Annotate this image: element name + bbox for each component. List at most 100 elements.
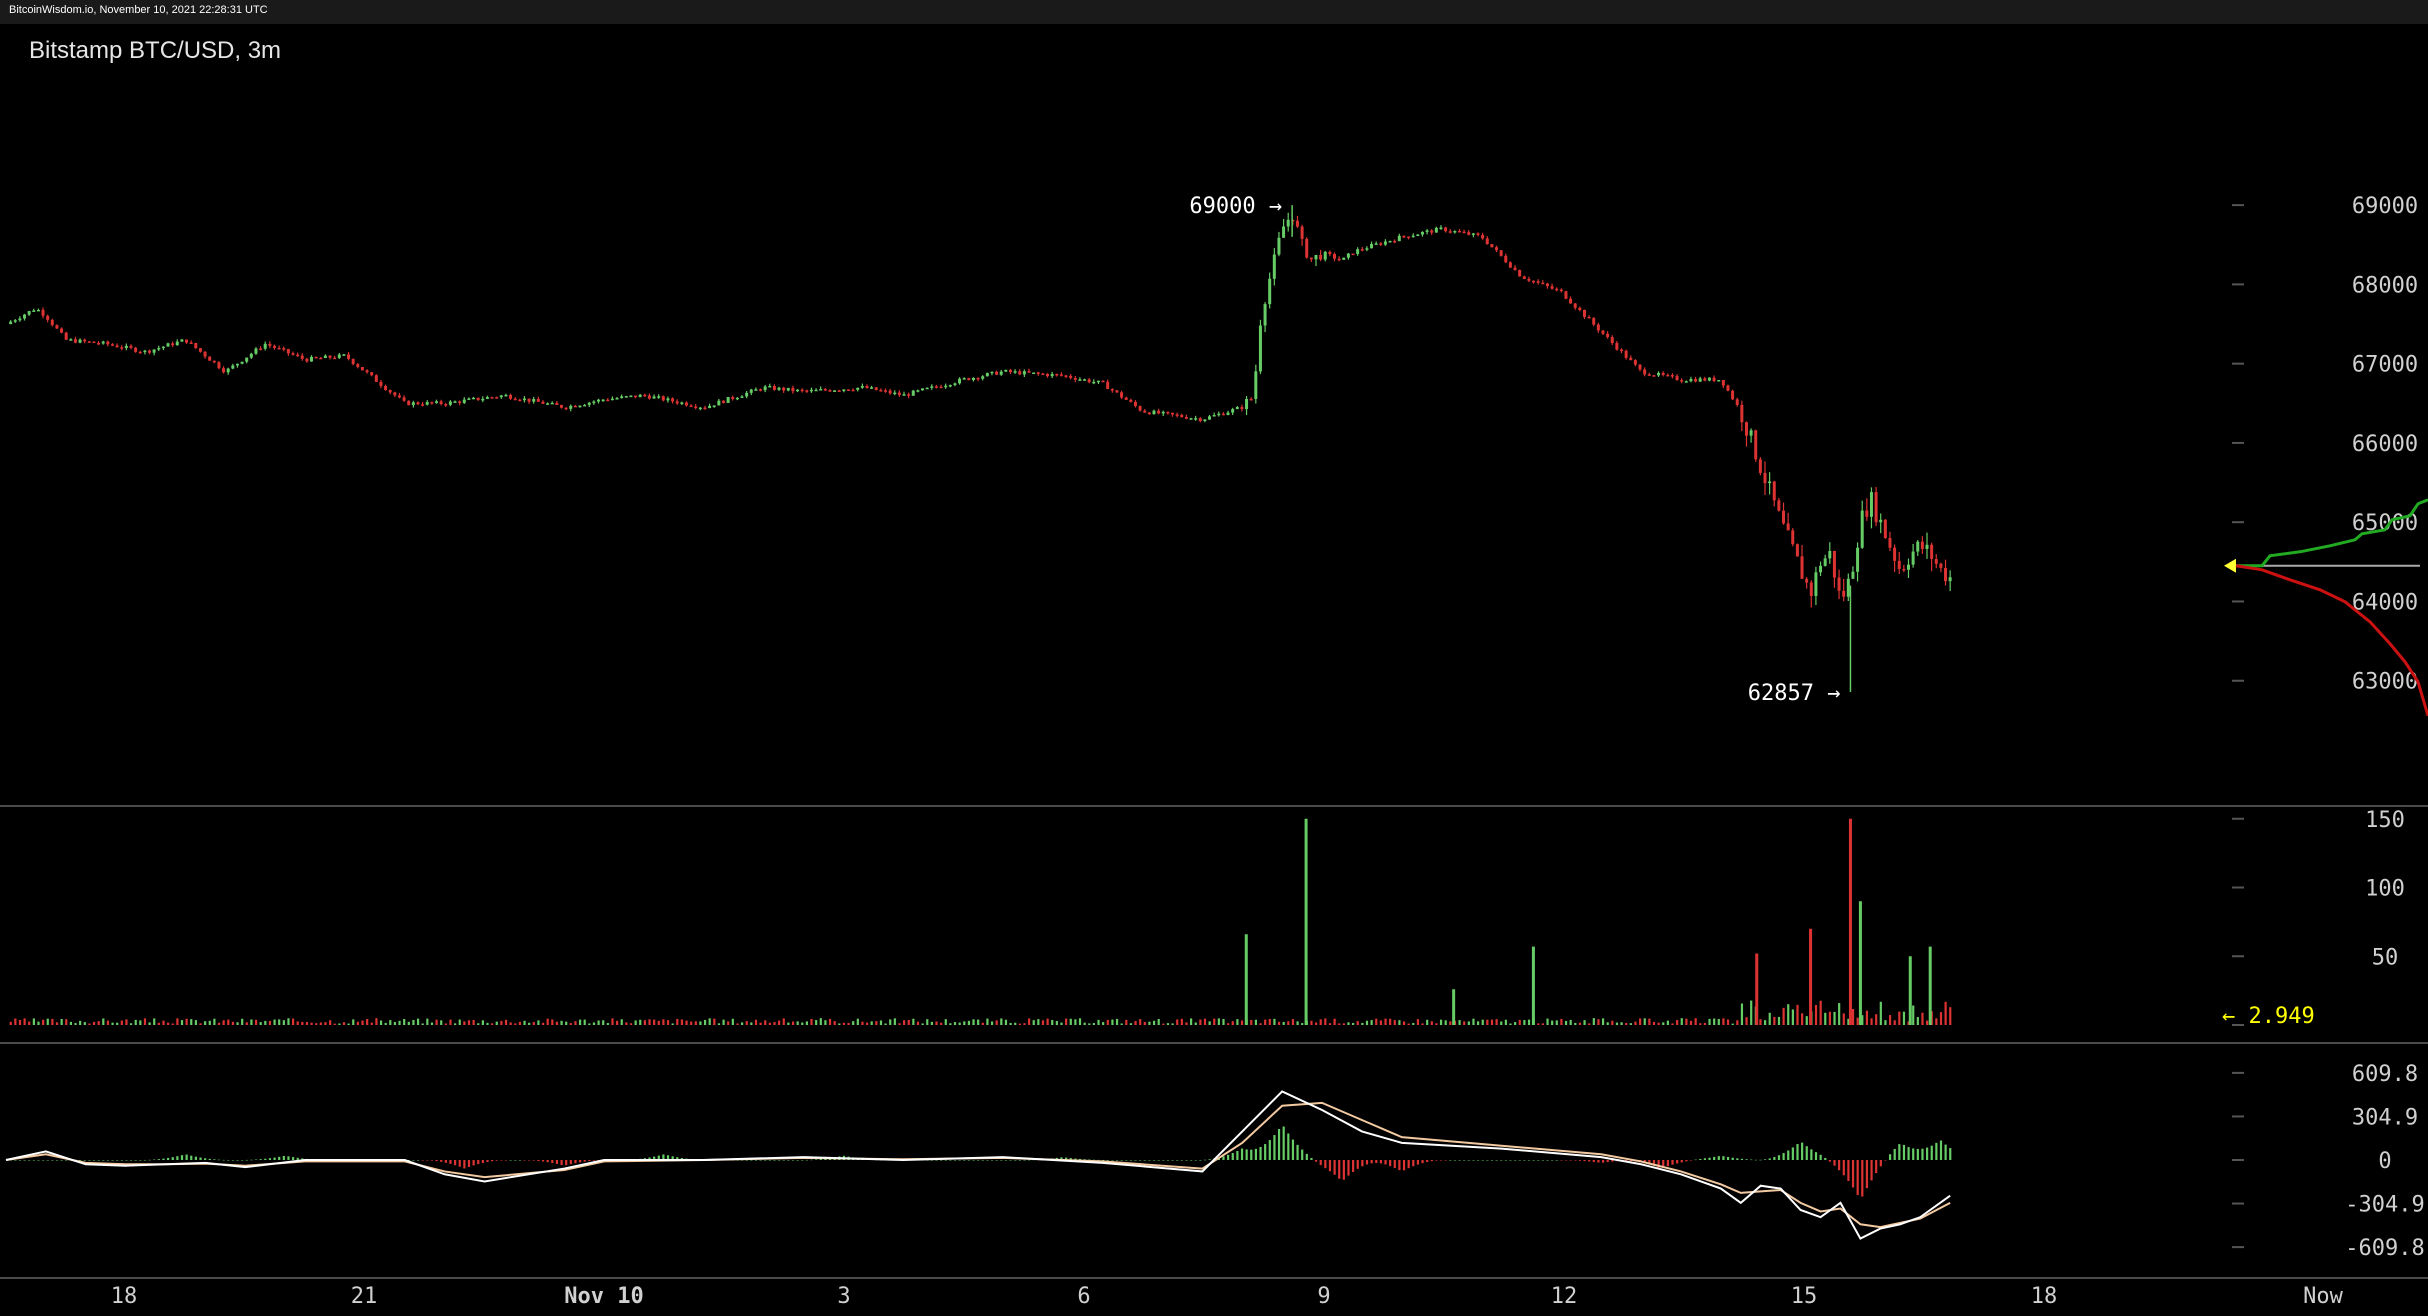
macd-histogram-bar [1000, 1160, 1003, 1161]
macd-histogram-bar [1449, 1160, 1452, 1161]
volume-bar [1467, 1021, 1470, 1025]
volume-bar [1601, 1018, 1605, 1025]
volume-bar [1629, 1023, 1632, 1025]
candle-body [897, 392, 901, 396]
volume-bar [1060, 1022, 1063, 1025]
candle-body [254, 348, 258, 354]
macd-histogram-bar [1824, 1157, 1827, 1160]
candle-body [1379, 243, 1383, 245]
macd-histogram-bar [79, 1160, 82, 1161]
candle-body [347, 354, 351, 359]
volume-bar [1370, 1020, 1373, 1025]
macd-histogram-bar [1416, 1160, 1420, 1165]
candle-body [1680, 380, 1684, 382]
candle-body [110, 344, 114, 346]
candle-body [1522, 276, 1526, 279]
candle-body [814, 389, 818, 392]
macd-tick-label: -304.9 [2345, 1193, 2424, 1218]
macd-histogram-bar [953, 1160, 957, 1161]
macd-histogram-bar [981, 1160, 984, 1161]
volume-bar [1782, 1007, 1785, 1025]
volume-bar [592, 1022, 596, 1025]
volume-bar [180, 1020, 184, 1025]
volume-bar [393, 1022, 397, 1025]
macd-histogram-bar [120, 1160, 123, 1161]
price-tick-label: 69000 [2352, 194, 2418, 219]
volume-bar [1768, 1012, 1771, 1025]
chart-title: Bitstamp BTC/USD, 3m [29, 37, 282, 64]
volume-bar [1639, 1018, 1642, 1025]
volume-bar [1949, 1007, 1952, 1025]
candle-body [1268, 278, 1272, 305]
macd-histogram-bar [1208, 1159, 1211, 1160]
volume-bar [1634, 1021, 1637, 1025]
macd-histogram-bar [1333, 1160, 1336, 1175]
volume-bar [403, 1019, 406, 1025]
candle-body [1055, 373, 1059, 376]
volume-bar [1689, 1020, 1693, 1025]
macd-histogram-bar [1902, 1144, 1906, 1160]
candle-body [64, 332, 68, 340]
macd-histogram-bar [1527, 1160, 1531, 1161]
volume-bar [430, 1022, 434, 1025]
candle-body [1670, 375, 1674, 377]
volume-bar [88, 1023, 91, 1025]
macd-histogram-bar [949, 1160, 952, 1161]
macd-histogram-bar [291, 1157, 295, 1160]
volume-bar [310, 1022, 313, 1025]
macd-histogram-bar [1708, 1157, 1711, 1160]
candle-body [143, 350, 147, 353]
volume-bar [782, 1018, 785, 1025]
macd-histogram-bar [1361, 1160, 1364, 1167]
candle-body [1902, 568, 1906, 571]
volume-bar [541, 1022, 545, 1025]
volume-bar [1310, 1020, 1313, 1025]
candle-body [1305, 238, 1309, 258]
macd-histogram-bar [1463, 1160, 1466, 1161]
volume-bar [1277, 1021, 1281, 1025]
volume-bar [389, 1020, 392, 1025]
macd-histogram-bar [1370, 1160, 1373, 1164]
candle-body [467, 398, 471, 400]
candle-body [1420, 231, 1424, 235]
macd-histogram-bar [1393, 1160, 1396, 1169]
volume-bar [597, 1020, 600, 1025]
candle-body [1425, 230, 1429, 232]
macd-histogram-bar [32, 1160, 35, 1161]
macd-histogram-bar [1240, 1148, 1244, 1160]
candle-body [78, 339, 82, 343]
candle-body [1240, 407, 1244, 410]
macd-histogram-bar [180, 1155, 184, 1160]
volume-bar [291, 1018, 295, 1025]
candle-body [1129, 399, 1133, 402]
candle-body [805, 390, 809, 392]
macd-histogram-bar [1763, 1159, 1767, 1160]
volume-bar [370, 1022, 373, 1025]
volume-bar [1916, 1017, 1919, 1025]
volume-bar [333, 1023, 336, 1025]
macd-histogram-bar [935, 1160, 938, 1161]
macd-histogram-bar [1250, 1149, 1253, 1160]
macd-histogram-bar [537, 1160, 540, 1161]
candle-body [384, 385, 388, 391]
macd-tick-label: 0 [2378, 1149, 2391, 1174]
volume-bar [1199, 1019, 1202, 1025]
candle-body [1758, 459, 1762, 473]
macd-histogram-bar [986, 1160, 989, 1161]
candle-body [23, 314, 27, 319]
macd-histogram-bar [680, 1157, 684, 1160]
candle-body [1069, 375, 1073, 379]
macd-histogram-bar [819, 1159, 822, 1160]
candle-body [1263, 304, 1267, 326]
candle-body [1032, 372, 1036, 375]
volume-bar [662, 1019, 665, 1025]
candle-body [1046, 373, 1050, 377]
candle-body [823, 389, 827, 391]
macd-histogram-bar [528, 1160, 531, 1161]
candle-body [448, 401, 452, 405]
candle-body [60, 328, 64, 333]
volume-bar [949, 1023, 952, 1025]
volume-bar [875, 1021, 878, 1025]
volume-bar [1319, 1019, 1322, 1025]
